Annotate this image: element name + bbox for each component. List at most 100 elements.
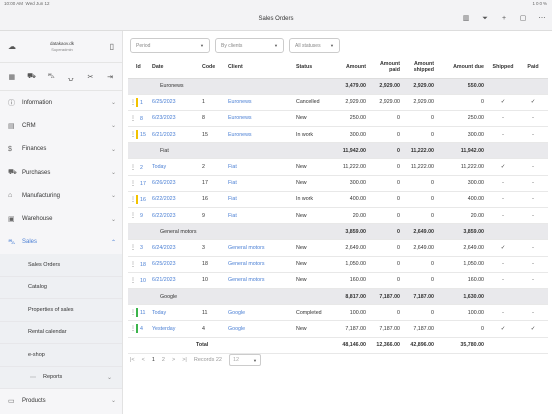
- order-id[interactable]: 4: [136, 320, 152, 338]
- sidebar-item-products[interactable]: ▭ Products ⌄: [0, 389, 122, 412]
- order-date[interactable]: 6/23/2023: [152, 110, 202, 128]
- order-client[interactable]: General motors: [228, 256, 296, 273]
- logout-icon[interactable]: ⇥: [107, 73, 114, 81]
- drag-handle-icon[interactable]: ⋮: [128, 304, 136, 322]
- order-client[interactable]: Euronews: [228, 94, 296, 111]
- order-id[interactable]: 17: [136, 175, 152, 192]
- col-status[interactable]: Status: [296, 57, 334, 79]
- col-amount-shipped[interactable]: Amount shipped: [404, 57, 438, 79]
- sidebar-subitem-catalog[interactable]: Catalog: [0, 276, 122, 300]
- col-id[interactable]: Id: [136, 57, 152, 79]
- calculator-icon[interactable]: ▦: [8, 73, 16, 81]
- order-date[interactable]: 6/25/2023: [152, 94, 202, 111]
- order-id[interactable]: 8: [136, 110, 152, 128]
- group-row[interactable]: General motors 3,859.00 0 2,649.00 3,859.00: [128, 223, 548, 241]
- col-date[interactable]: Date: [152, 57, 202, 79]
- order-id[interactable]: 1: [136, 94, 152, 111]
- drag-handle-icon[interactable]: ⋮: [128, 320, 136, 338]
- col-amount-due[interactable]: Amount due: [438, 57, 488, 79]
- drag-handle-icon[interactable]: ⋮: [128, 207, 136, 225]
- sidebar-subitem-eshop[interactable]: e-shop: [0, 344, 122, 367]
- phone-icon[interactable]: ▯: [109, 42, 114, 51]
- order-client[interactable]: Euronews: [228, 126, 296, 144]
- order-id[interactable]: 3: [136, 239, 152, 257]
- table-row[interactable]: ⋮ 11 Today 11 Google Completed 100.00 0 0 100.00-…: [128, 304, 548, 322]
- drag-handle-icon[interactable]: ⋮: [128, 94, 136, 111]
- table-row[interactable]: ⋮ 8 6/23/2023 8 Euronews New 250.00 0 0 250.00- -: [128, 110, 548, 128]
- order-id[interactable]: 18: [136, 256, 152, 273]
- order-client[interactable]: Euronews: [228, 110, 296, 128]
- page-1-button[interactable]: 1: [151, 357, 155, 363]
- order-client[interactable]: Fiat: [228, 207, 296, 225]
- col-code[interactable]: Code: [202, 57, 228, 79]
- table-row[interactable]: ⋮ 15 6/21/2023 15 Euronews In work 300.00 0 0 300…: [128, 126, 548, 144]
- table-row[interactable]: ⋮ 3 6/24/2023 3 General motors New 2,649.00 0 2,…: [128, 239, 548, 257]
- more-icon[interactable]: ⋯: [538, 15, 546, 22]
- col-paid[interactable]: Paid: [518, 57, 548, 79]
- order-client[interactable]: Google: [228, 304, 296, 322]
- table-row[interactable]: ⋮ 18 6/25/2023 18 General motors New 1,050.00 0…: [128, 256, 548, 273]
- group-row[interactable]: Euronews 3,479.00 2,929.00 2,929.00 550.00: [128, 78, 548, 95]
- order-date[interactable]: 6/21/2023: [152, 272, 202, 289]
- order-id[interactable]: 2: [136, 158, 152, 176]
- drag-handle-icon[interactable]: ⋮: [128, 191, 136, 209]
- sidebar-item-sales[interactable]: ⛍ Sales ⌃: [0, 231, 122, 254]
- window-icon[interactable]: ▢: [519, 15, 527, 22]
- col-amount[interactable]: Amount: [334, 57, 370, 79]
- drag-handle-icon[interactable]: ⋮: [128, 256, 136, 273]
- period-select[interactable]: Period ▼: [130, 38, 210, 53]
- drag-handle-icon[interactable]: ⋮: [128, 175, 136, 192]
- order-client[interactable]: Fiat: [228, 191, 296, 209]
- sidebar-item-manufacturing[interactable]: ⌂ Manufacturing ⌄: [0, 184, 122, 207]
- clients-select[interactable]: By clients ▼: [215, 38, 284, 53]
- order-client[interactable]: Fiat: [228, 158, 296, 176]
- drag-handle-icon[interactable]: ⋮: [128, 272, 136, 289]
- sidebar-subitem-sales-orders[interactable]: Sales Orders: [0, 254, 122, 277]
- table-row[interactable]: ⋮ 17 6/26/2023 17 Fiat New 300.00 0 0 300.00- -: [128, 175, 548, 192]
- order-id[interactable]: 16: [136, 191, 152, 209]
- col-amount-paid[interactable]: Amount paid: [370, 57, 404, 79]
- cart-icon[interactable]: ⛟: [27, 73, 36, 80]
- status-select[interactable]: All statuses ▼: [289, 38, 340, 53]
- order-date[interactable]: Today: [152, 158, 202, 176]
- order-date[interactable]: 6/26/2023: [152, 175, 202, 192]
- cloud-icon[interactable]: ☁: [8, 42, 16, 51]
- drag-handle-icon[interactable]: ⋮: [128, 110, 136, 128]
- table-row[interactable]: ⋮ 16 6/22/2023 16 Fiat In work 400.00 0 0 400.00-…: [128, 191, 548, 209]
- order-client[interactable]: General motors: [228, 272, 296, 289]
- col-client[interactable]: Client: [228, 57, 296, 79]
- page-size-select[interactable]: 12 ▼: [228, 354, 261, 366]
- first-page-button[interactable]: |<: [130, 357, 135, 363]
- add-icon[interactable]: +: [501, 15, 507, 22]
- basket-icon[interactable]: ⍽: [68, 73, 74, 81]
- sidebar-subitem-rental-calendar[interactable]: Rental calendar: [0, 321, 122, 345]
- sidebar-item-purchases[interactable]: ⛟ Purchases ⌄: [0, 161, 122, 184]
- prev-page-button[interactable]: <: [141, 357, 145, 363]
- order-date[interactable]: 6/24/2023: [152, 239, 202, 257]
- group-row[interactable]: Google 8,817.00 7,187.00 7,187.00 1,630.00: [128, 288, 548, 306]
- table-row[interactable]: ⋮ 1 6/25/2023 1 Euronews Cancelled 2,929.00 2,9…: [128, 94, 548, 111]
- order-date[interactable]: 6/22/2023: [152, 191, 202, 209]
- chart-icon[interactable]: ▥: [462, 15, 470, 22]
- order-client[interactable]: General motors: [228, 239, 296, 257]
- order-date[interactable]: 6/21/2023: [152, 126, 202, 144]
- last-page-button[interactable]: >|: [182, 357, 187, 363]
- drag-handle-icon[interactable]: ⋮: [128, 126, 136, 144]
- order-date[interactable]: Yesterday: [152, 320, 202, 338]
- order-date[interactable]: 6/22/2023: [152, 207, 202, 225]
- drag-handle-icon[interactable]: ⋮: [128, 239, 136, 257]
- truck-icon[interactable]: ⛍: [47, 73, 55, 80]
- order-id[interactable]: 10: [136, 272, 152, 289]
- order-id[interactable]: 9: [136, 207, 152, 225]
- group-row[interactable]: Fiat 11,942.00 0 11,222.00 11,942.00: [128, 142, 548, 160]
- col-shipped[interactable]: Shipped: [488, 57, 518, 79]
- order-date[interactable]: 6/25/2023: [152, 256, 202, 273]
- filter-icon[interactable]: ⏷: [482, 15, 488, 22]
- order-client[interactable]: Google: [228, 320, 296, 338]
- sidebar-item-crm[interactable]: ▤ CRM ⌄: [0, 114, 122, 137]
- table-row[interactable]: ⋮ 9 6/22/2023 9 Fiat New 20.00 0 0 20.00- -: [128, 207, 548, 225]
- table-row[interactable]: ⋮ 10 6/21/2023 10 General motors New 160.00 0 0 1…: [128, 272, 548, 289]
- sidebar-subitem-properties[interactable]: Properties of sales: [0, 299, 122, 322]
- sidebar-item-warehouse[interactable]: ▣ Warehouse ⌄: [0, 207, 122, 230]
- order-client[interactable]: Fiat: [228, 175, 296, 192]
